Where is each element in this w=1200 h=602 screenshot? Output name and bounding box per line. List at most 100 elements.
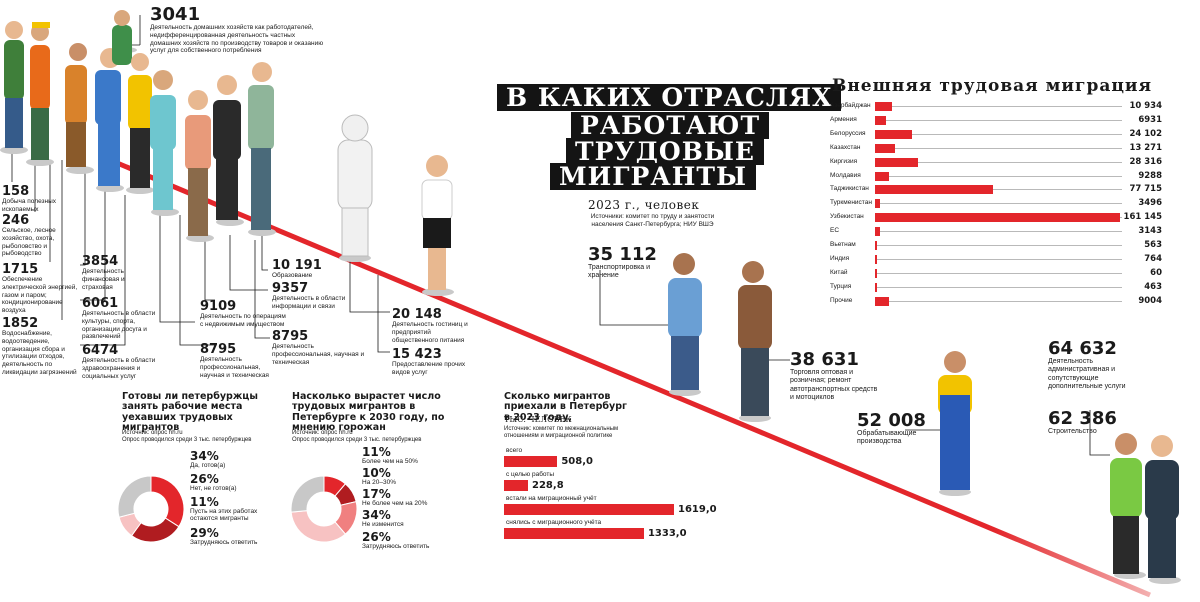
poll2-label: Более чем на 50% [362,458,418,465]
migration-value: 3143 [1138,226,1162,237]
migration-guide [875,106,1122,107]
migration-bar [875,227,880,237]
migration-row: Турция 463 [827,281,1162,294]
sector-label: Деятельность в области культуры, спорта,… [82,310,156,341]
migration-row: Туркменистан 3496 [827,197,1162,210]
sector-value: 35 112 [588,244,657,265]
sector-label: Обрабатывающие производства [857,430,917,446]
sector-realestate: 9109 Деятельность по операциям с недвижи… [200,300,290,329]
sector-construction: 62 386 Строительство [1048,410,1148,436]
migration-value: 77 715 [1129,184,1162,195]
migration-value: 10 934 [1129,101,1162,111]
poll1-item: 29% Затрудняюсь ответить [190,527,280,546]
sector-value: 1715 [2,262,39,277]
poll2-pct: 10% [362,466,391,481]
migration-row: Узбекистан 161 145 [827,211,1162,224]
poll1-label: Пусть на этих работах остаются мигранты [190,508,258,523]
sector-value: 246 [2,213,30,228]
sector-administrative: 64 632 Деятельность административная и с… [1048,340,1153,392]
poll2-label: Затрудняюсь ответить [362,542,430,550]
migration-country: Азербайджан [830,102,871,109]
poll2-legend: 11% Более чем на 50% 10% На 20–30% 17% Не б… [362,446,452,550]
poll2-pct: 26% [362,529,391,544]
sector-label: Обеспечение электрической энергией, газо… [2,276,78,315]
migration-value: 9004 [1138,295,1162,306]
migration-bar [875,171,890,181]
migration-country: Индия [830,254,850,262]
migration-value: 28 316 [1129,156,1162,167]
poll1-donut [117,475,185,543]
arrivals-unit: тыс. человек [504,415,572,424]
poll2-title: Насколько вырастет число трудовых мигран… [292,391,445,434]
main-title-line-4: мигранты [550,163,756,190]
migration-value: 563 [1144,240,1162,250]
migration-country: ЕС [830,227,840,235]
migration-row: Вьетнам 563 [827,239,1162,252]
worker-group-middle [337,114,454,296]
poll2-item: 10% На 20–30% [362,467,452,486]
leader-lines [11,15,1110,456]
migration-country: Казахстан [830,143,861,151]
donut-segment [290,510,347,543]
migration-guide [875,245,1122,246]
poll1-label: Затрудняюсь ответить [190,538,258,546]
sector-trade: 38 631 Торговля оптовая и розничная; рем… [790,351,880,403]
poll2-source: Источник: опрос hh.ru Опрос проводился с… [292,430,442,444]
migration-value: 3496 [1138,198,1162,209]
sector-energy: 1715 Обеспечение электрической энергией,… [2,263,80,315]
migration-country: Вьетнам [830,241,856,248]
sector-label: Водоснабжение, водоотведение, организаци… [2,330,77,376]
sector-value: 20 148 [392,307,442,322]
migration-bar [875,268,877,278]
migration-country: Киргизия [830,157,858,165]
arrivals-label: встали на миграционный учёт [506,495,597,502]
donut-segment [290,475,325,513]
migration-row: Китай 60 [827,267,1162,280]
arrivals-label: снялись с миграционного учёта [506,519,602,526]
arrivals-value: 1619,0 [678,504,717,515]
poll2-label: Не более чем на 20% [362,500,428,508]
migration-country: Белоруссия [830,129,866,137]
migration-value: 463 [1144,281,1162,292]
migration-row: Белоруссия 24 102 [827,128,1162,141]
sector-value: 52 008 [857,410,926,431]
sector-value: 6061 [82,296,119,311]
migration-country: Таджикистан [830,185,869,193]
sector-label: Образование [272,272,313,279]
migration-guide [875,133,1122,135]
migration-bar [875,199,881,209]
migration-value: 161 145 [1123,212,1162,223]
migration-guide [875,147,1122,149]
poll2-label: На 20–30% [362,479,396,487]
migration-value: 60 [1150,267,1162,278]
sector-professional-2: 8795 Деятельность профессиональная, науч… [272,330,367,366]
sector-water: 1852 Водоснабжение, водоотведение, орган… [2,317,77,377]
migration-guide [875,203,1122,205]
sector-label: Деятельность домашних хозяйств как работ… [150,24,324,55]
sector-value: 158 [2,184,30,199]
migration-bar [875,213,1120,223]
arrivals-source: Источник: комитет по межнациональным отн… [504,426,619,440]
migration-title: Внешняя трудовая миграция [832,76,1153,96]
sector-label: Торговля оптовая и розничная; ремонт авт… [790,369,878,402]
migration-country: Прочие [830,296,853,304]
migration-guide [875,231,1122,233]
sector-professional-1: 8795 Деятельность профессиональная, науч… [200,343,272,379]
sector-culture: 6061 Деятельность в области культуры, сп… [82,297,162,341]
sector-label: Добыча полезных ископаемых [2,198,57,213]
sector-label: Транспортировка и хранение [588,264,651,280]
poll1-label: Нет, не готов(а) [190,485,237,493]
migration-bar [875,185,994,195]
migration-value: 24 102 [1129,128,1162,139]
donut-segment [117,475,152,518]
migration-country: Китай [830,268,848,276]
sector-label: Деятельность профессиональная, научная и… [200,356,269,379]
arrivals-label: с целью работы [506,471,555,478]
sector-label: Сельское, лесное хозяйство, охота, рыбол… [2,227,56,258]
sector-it: 9357 Деятельность в области информации и… [272,282,362,311]
sector-label: Деятельность административная и сопутств… [1048,358,1126,391]
sector-label: Строительство [1048,428,1097,435]
migration-row: Таджикистан 77 715 [827,183,1162,196]
